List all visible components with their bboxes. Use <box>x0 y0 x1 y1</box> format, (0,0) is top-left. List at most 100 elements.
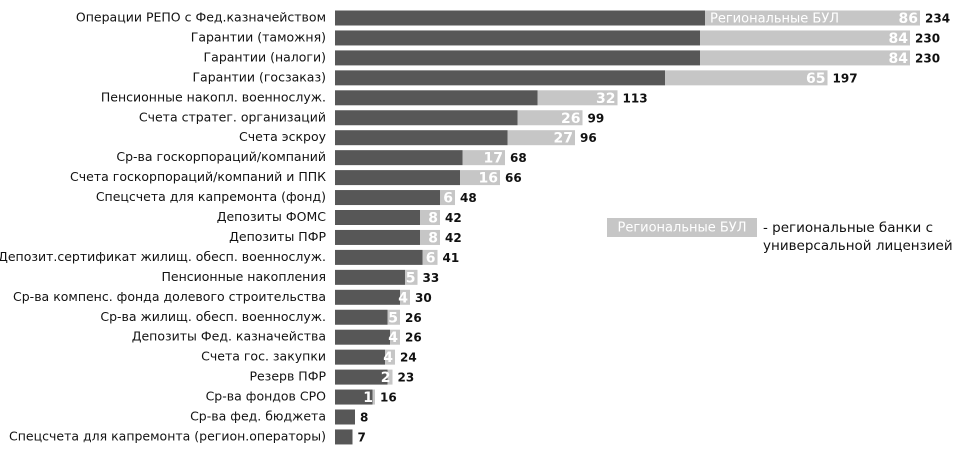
y-tick-label: Ср-ва госкорпораций/компаний <box>116 149 326 164</box>
bar-segment <box>372 389 375 405</box>
y-tick-label: Счета гос. закупки <box>201 349 326 364</box>
value-label: 84 <box>889 51 909 67</box>
total-label: 99 <box>588 111 605 125</box>
total-label: 8 <box>360 411 368 425</box>
legend-swatch <box>607 218 757 237</box>
y-tick-label: Гарантии (таможня) <box>191 29 326 44</box>
bar-segment <box>335 190 440 206</box>
value-label: 86 <box>899 11 918 27</box>
value-label: 16 <box>479 171 498 187</box>
bar-segment <box>335 210 420 225</box>
total-label: 33 <box>423 271 440 285</box>
value-label: 6 <box>426 250 436 266</box>
total-label: 41 <box>443 251 460 265</box>
y-tick-label: Резерв ПФР <box>249 369 326 384</box>
total-label: 42 <box>445 231 462 245</box>
total-label: 26 <box>405 331 422 345</box>
value-label: 6 <box>443 191 453 207</box>
total-label: 96 <box>580 131 597 145</box>
bar-segment <box>460 170 500 186</box>
series-label: Региональные БУЛ <box>710 12 839 27</box>
value-label: 84 <box>889 31 909 47</box>
bar-segment <box>537 90 618 106</box>
bar-segment <box>335 50 700 66</box>
bar-segment <box>335 110 518 126</box>
bar-segment <box>387 309 400 325</box>
bar-segment <box>335 90 538 106</box>
legend-note: универсальной лицензией <box>763 238 953 254</box>
bar-segment <box>400 289 410 305</box>
bar-segment <box>335 429 353 445</box>
y-tick-label: Счета стратег. организаций <box>139 109 326 124</box>
value-label: 26 <box>561 111 580 127</box>
bar-segment <box>335 329 390 345</box>
bar-segment <box>422 249 438 265</box>
y-tick-label: Гарантии (налоги) <box>204 49 326 64</box>
total-label: 16 <box>380 391 397 405</box>
value-label: 2 <box>381 370 391 386</box>
total-label: 234 <box>925 12 950 26</box>
bar-segment <box>335 150 463 166</box>
value-label: 8 <box>428 230 438 246</box>
y-tick-label: Ср-ва жилищ. обесп. военнослуж. <box>100 309 326 324</box>
y-tick-label: Депозиты Фед. казначейства <box>132 329 326 344</box>
bar-segment <box>335 70 665 86</box>
value-label: 27 <box>554 131 573 147</box>
total-label: 24 <box>400 351 417 365</box>
bar-segment <box>405 269 418 285</box>
y-tick-label: Ср-ва фед. бюджета <box>190 409 326 424</box>
total-label: 48 <box>460 191 477 205</box>
total-label: 230 <box>915 31 940 45</box>
bar-segment <box>335 289 400 305</box>
y-tick-label: Ср-ва компенс. фонда долевого строительс… <box>13 289 326 304</box>
value-label: 4 <box>388 330 398 346</box>
bar-segment <box>507 130 575 146</box>
bar-segment <box>390 329 400 345</box>
value-label: 32 <box>596 91 615 107</box>
bar-segment <box>335 10 705 26</box>
value-label: 1 <box>363 390 373 406</box>
y-tick-label: Депозиты ФОМС <box>217 209 327 224</box>
bar-segment <box>335 170 460 186</box>
total-label: 30 <box>415 291 432 305</box>
y-tick-label: Пенсионные накопления <box>162 269 326 284</box>
legend-label: Региональные БУЛ <box>617 221 746 236</box>
y-tick-label: Операции РЕПО с Фед.казначейством <box>76 10 326 25</box>
bar-segment <box>420 210 440 225</box>
value-label: 5 <box>406 270 416 286</box>
y-tick-label: Пенсионные накопл. военнослуж. <box>101 89 326 104</box>
total-label: 7 <box>358 430 366 444</box>
bar-segment <box>387 369 393 385</box>
bar-segment <box>420 229 440 245</box>
total-label: 68 <box>510 151 527 165</box>
total-label: 230 <box>915 51 940 65</box>
y-tick-label: Счета госкорпораций/компаний и ППК <box>70 169 326 184</box>
bar-segment <box>385 349 395 365</box>
bar-segment <box>462 150 505 166</box>
bar-segment <box>700 30 910 46</box>
bar-segment <box>335 269 405 285</box>
y-tick-label: Гарантии (госзаказ) <box>192 69 326 84</box>
value-label: 17 <box>484 151 503 167</box>
total-label: 26 <box>405 311 422 325</box>
bar-segment <box>705 10 920 26</box>
bar-segment <box>335 309 388 325</box>
bar-segment <box>665 70 828 86</box>
total-label: 23 <box>398 371 415 385</box>
bar-segment <box>517 110 583 126</box>
y-tick-label: Депозиты ПФР <box>229 229 326 244</box>
value-label: 65 <box>806 71 825 87</box>
y-tick-label: Ср-ва фондов СРО <box>206 389 327 404</box>
value-label: 4 <box>383 350 393 366</box>
bar-segment <box>440 190 455 206</box>
bar-segment <box>335 369 388 385</box>
total-label: 197 <box>833 71 858 85</box>
bar-segment <box>335 409 355 425</box>
y-tick-label: Спецсчета для капремонта (регион.операто… <box>9 428 326 443</box>
y-tick-label: Депозит.сертификат жилищ. обесп. военнос… <box>0 249 326 264</box>
bar-segment <box>335 30 700 46</box>
value-label: 8 <box>428 211 438 227</box>
bar-segment <box>335 389 373 405</box>
legend-note: - региональные банки с <box>763 220 933 236</box>
